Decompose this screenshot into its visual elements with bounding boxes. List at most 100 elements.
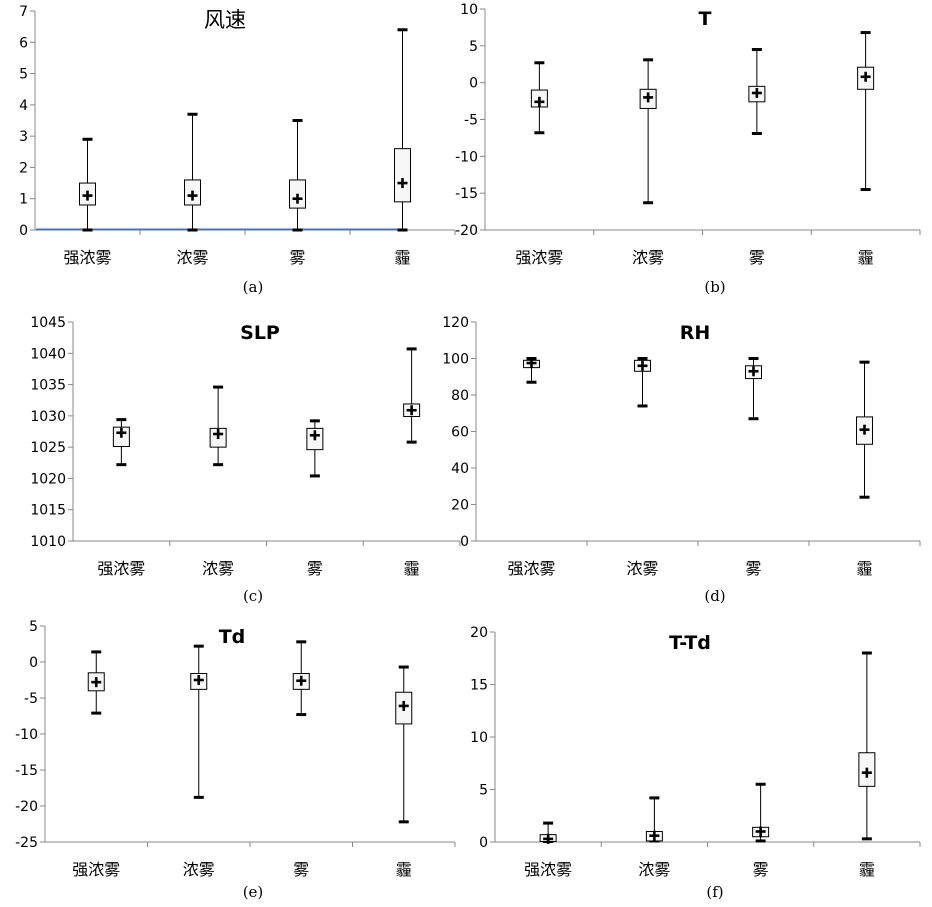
y-tick-label: 6 (19, 35, 28, 51)
box-1 (87, 650, 105, 715)
panel-title: SLP (240, 322, 280, 344)
iqr-box (394, 148, 411, 203)
box-4 (403, 347, 421, 444)
y-tick-label: -15 (455, 186, 478, 202)
x-category-label: 雾 (289, 248, 305, 267)
x-category-label: 浓雾 (183, 860, 215, 879)
x-category-label: 雾 (307, 559, 323, 578)
box-2 (209, 385, 227, 467)
x-category-label: 强浓雾 (97, 559, 145, 578)
box-4 (858, 651, 876, 841)
y-tick-label: 0 (19, 223, 28, 239)
y-tick-label: -10 (455, 149, 478, 165)
y-tick-label: 1045 (30, 315, 66, 331)
y-tick-label: -25 (15, 835, 38, 851)
panel-5: -25 -20 -15 -10 -5 0 5 强浓雾 浓雾 雾 霾 Td (e) (15, 619, 456, 901)
y-tick-label: 1020 (30, 471, 66, 487)
y-tick-label: 5 (479, 783, 488, 799)
y-tick-label: 120 (442, 315, 469, 331)
box-2 (634, 357, 651, 408)
y-tick-label: 15 (470, 678, 488, 694)
panel-3: 1010 1015 1020 1025 1030 1035 1040 1045 强浓雾 浓雾 雾 霾 S… (30, 315, 461, 605)
box-1 (539, 821, 557, 844)
panel-caption: (f) (706, 883, 723, 901)
x-category-label: 强浓雾 (63, 248, 111, 267)
panel-6: 0 5 10 15 20 强浓雾 浓雾 雾 霾 T-Td (f) (470, 625, 921, 901)
box-3 (306, 419, 324, 478)
panel-caption: (b) (704, 278, 725, 296)
panel-title: Td (219, 626, 246, 648)
box-1 (112, 418, 130, 467)
panel-caption: (e) (243, 883, 264, 901)
box-4 (857, 31, 875, 191)
y-tick-label: 5 (19, 67, 28, 83)
x-category-label: 霾 (404, 559, 420, 578)
box-4 (395, 665, 413, 824)
y-tick-label: 1030 (30, 409, 66, 425)
box-3 (289, 119, 306, 232)
box-4 (856, 360, 873, 499)
y-tick-label: 20 (470, 625, 488, 641)
panel-1: 0 1 2 3 4 5 6 7 强浓雾 浓雾 雾 霾 风速 (a) (19, 4, 456, 296)
y-tick-label: 1035 (30, 378, 66, 394)
y-tick-label: -10 (15, 727, 38, 743)
panel-title: T (699, 8, 712, 30)
panel-title: 风速 (204, 8, 246, 32)
y-tick-label: 20 (451, 498, 469, 514)
panel-caption: (c) (243, 587, 263, 605)
y-tick-label: 1015 (30, 503, 66, 519)
x-category-label: 浓雾 (176, 248, 208, 267)
y-tick-label: 0 (469, 76, 478, 92)
panel-2: -20 -15 -10 -5 0 5 10 强浓雾 浓雾 雾 霾 T (b) (455, 2, 921, 296)
y-tick-label: 1 (19, 192, 28, 208)
x-category-label: 雾 (749, 248, 765, 267)
x-category-label: 霾 (859, 860, 875, 879)
y-tick-label: -20 (15, 799, 38, 815)
panel-title: RH (680, 322, 711, 344)
x-category-label: 浓雾 (626, 559, 658, 578)
panel-title: T-Td (669, 632, 711, 654)
panel-caption: (a) (243, 278, 264, 296)
box-2 (184, 112, 201, 232)
x-category-label: 霾 (394, 248, 410, 267)
y-tick-label: 3 (19, 129, 28, 145)
y-tick-label: 0 (479, 835, 488, 851)
y-tick-label: 4 (19, 98, 28, 114)
x-category-label: 浓雾 (638, 860, 670, 879)
box-2 (190, 644, 208, 799)
box-3 (292, 640, 310, 717)
y-tick-label: -5 (24, 691, 38, 707)
y-tick-label: 0 (460, 534, 469, 550)
x-category-label: 强浓雾 (507, 559, 555, 578)
x-category-label: 霾 (858, 248, 874, 267)
y-tick-label: -5 (464, 113, 478, 129)
y-tick-label: 5 (29, 619, 38, 635)
panel-4: 0 20 40 60 80 100 120 强浓雾 浓雾 雾 霾 RH (d) (442, 315, 921, 605)
y-tick-label: 1010 (30, 534, 66, 550)
box-1 (523, 357, 540, 384)
y-tick-label: -15 (15, 763, 38, 779)
y-tick-label: -20 (455, 223, 478, 239)
y-tick-label: 80 (451, 388, 469, 404)
y-tick-label: 100 (442, 352, 469, 368)
x-category-label: 霾 (396, 860, 412, 879)
y-tick-label: 10 (470, 730, 488, 746)
y-tick-label: 60 (451, 425, 469, 441)
box-1 (79, 137, 96, 232)
y-tick-label: 2 (19, 160, 28, 176)
x-category-label: 霾 (856, 559, 872, 578)
y-tick-label: 40 (451, 461, 469, 477)
box-3 (748, 48, 766, 135)
x-category-label: 雾 (293, 860, 309, 879)
y-tick-label: 10 (460, 2, 478, 18)
x-category-label: 强浓雾 (524, 860, 572, 879)
x-category-label: 强浓雾 (515, 248, 563, 267)
x-category-label: 强浓雾 (72, 860, 120, 879)
y-tick-label: 0 (29, 655, 38, 671)
y-tick-label: 5 (469, 39, 478, 55)
y-tick-label: 1040 (30, 346, 66, 362)
box-2 (645, 796, 663, 843)
y-tick-label: 1025 (30, 440, 66, 456)
y-tick-label: 7 (19, 4, 28, 20)
box-3 (752, 782, 770, 843)
